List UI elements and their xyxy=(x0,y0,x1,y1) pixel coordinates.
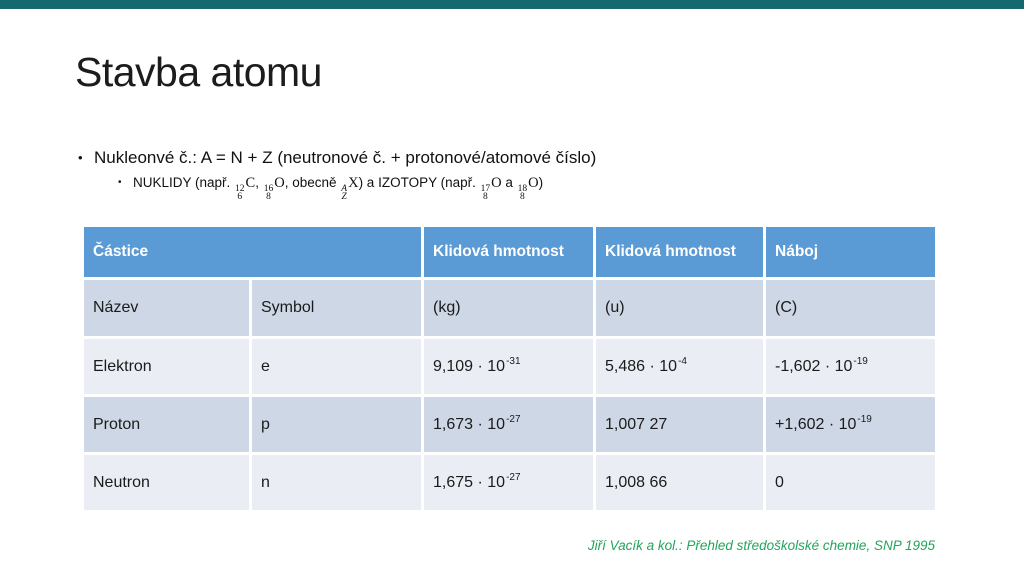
bullet-marker: • xyxy=(118,177,122,188)
top-accent-bar xyxy=(0,0,1024,9)
table-subheader-name: Název xyxy=(84,280,249,336)
table-cell-mass-kg: 9,109 · 10 -31 xyxy=(424,339,593,394)
table-cell-mass-kg: 1,675 · 10 -27 xyxy=(424,455,593,510)
table-cell-name: Proton xyxy=(84,397,249,452)
table-header-particle: Částice xyxy=(84,227,421,277)
table-cell-symbol: n xyxy=(252,455,421,510)
table-header-rest-mass-u: Klidová hmotnost xyxy=(596,227,763,277)
table-cell-charge: +1,602 · 10 -19 xyxy=(766,397,935,452)
table-subheader-u: (u) xyxy=(596,280,763,336)
source-citation: Jiří Vacík a kol.: Přehled středoškolské… xyxy=(587,538,935,553)
table-cell-mass-kg: 1,673 · 10 -27 xyxy=(424,397,593,452)
table-cell-symbol: e xyxy=(252,339,421,394)
particles-table: Částice Klidová hmotnost Klidová hmotnos… xyxy=(84,227,935,510)
text-segment: , obecně xyxy=(284,175,341,190)
table-header-charge: Náboj xyxy=(766,227,935,277)
table-subheader-kg: (kg) xyxy=(424,280,593,336)
table-cell-charge: -1,602 · 10 -19 xyxy=(766,339,935,394)
table-cell-symbol: p xyxy=(252,397,421,452)
bullet-item-nuclides: • NUKLIDY (např. 12 6 C, 16 8 O, obecně A Z X)… xyxy=(118,170,878,202)
table-cell-name: Neutron xyxy=(84,455,249,510)
text-segment: NUKLIDY (např. xyxy=(133,175,235,190)
slide-title: Stavba atomu xyxy=(75,49,323,95)
table-subheader-c: (C) xyxy=(766,280,935,336)
nuclide-17-8-O: 17 8 O xyxy=(480,175,502,202)
sub-bullet-text: NUKLIDY (např. 12 6 C, 16 8 O, obecně A Z X) a… xyxy=(133,170,544,202)
nuclide-16-8-O: 16 8 O xyxy=(263,175,285,202)
table-cell-charge: 0 xyxy=(766,455,935,510)
table-subheader-symbol: Symbol xyxy=(252,280,421,336)
text-segment: ) xyxy=(538,175,544,190)
nuclide-18-8-O: 18 8 O xyxy=(517,175,539,202)
table-cell-name: Elektron xyxy=(84,339,249,394)
bullet-text: Nukleonvé č.: A = N + Z (neutronové č. +… xyxy=(94,148,597,167)
bullet-marker: • xyxy=(78,150,83,165)
table-cell-mass-u: 5,486 · 10 -4 xyxy=(596,339,763,394)
table-cell-mass-u: 1,008 66 xyxy=(596,455,763,510)
text-segment: a xyxy=(501,175,517,190)
table-header-rest-mass-kg: Klidová hmotnost xyxy=(424,227,593,277)
table-cell-mass-u: 1,007 27 xyxy=(596,397,763,452)
bullet-item-nucleon-number: • Nukleonvé č.: A = N + Z (neutronové č.… xyxy=(78,146,838,170)
text-segment: , xyxy=(255,175,263,190)
text-segment: ) a IZOTOPY (např. xyxy=(358,175,480,190)
nuclide-12-6-C: 12 6 C xyxy=(235,175,256,202)
